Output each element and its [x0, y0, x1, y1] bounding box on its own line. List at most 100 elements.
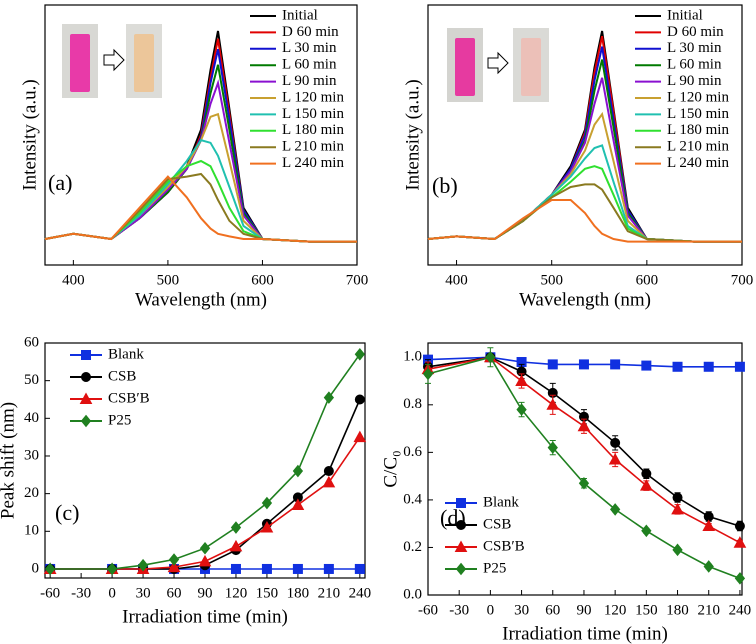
x-tick-label: 0 [108, 585, 116, 601]
marker [323, 391, 335, 404]
marker [322, 475, 336, 488]
x-tick-label: 240 [729, 602, 752, 618]
legend-label: L 90 min [667, 73, 722, 89]
marker [230, 521, 242, 534]
marker [734, 521, 745, 532]
x-tick-label: 120 [604, 602, 627, 618]
marker [610, 359, 621, 370]
marker [641, 468, 652, 479]
x-tick-label: -60 [418, 602, 438, 618]
marker [137, 558, 149, 572]
marker [168, 553, 180, 566]
marker [733, 536, 747, 548]
legend-label: L 60 min [667, 57, 722, 73]
y-axis-label: Peak shift (nm) [0, 402, 18, 519]
series-line [427, 165, 742, 243]
x-axis-label: Irradiation time (min) [502, 623, 668, 644]
marker [546, 398, 560, 410]
series-line [427, 356, 741, 527]
legend-label: L 240 min [282, 155, 344, 171]
plot-frame [44, 4, 358, 266]
legend-label: Initial [282, 7, 318, 23]
plot-frame [427, 342, 743, 596]
series-line [427, 356, 741, 580]
panel-label: (c) [55, 500, 79, 525]
x-axis-label: Wavelength (nm) [519, 289, 651, 310]
marker [292, 464, 304, 478]
marker [291, 498, 305, 510]
marker [610, 503, 621, 516]
marker [198, 554, 212, 567]
y-tick-label: 20 [24, 485, 39, 501]
series-line [44, 175, 357, 243]
legend-label: L 30 min [282, 40, 337, 56]
inset-photo [62, 24, 549, 102]
marker [547, 441, 558, 454]
x-tick-label: 30 [136, 585, 151, 601]
y-axis-label: C/C₀ [380, 450, 401, 487]
marker [106, 562, 118, 576]
marker [167, 560, 181, 573]
y-tick-label: 0.6 [403, 444, 422, 460]
x-tick-label: 600 [251, 272, 274, 288]
x-axis-label: Irradiation time (min) [122, 606, 288, 627]
series-line [50, 436, 361, 570]
panel-label: (a) [48, 170, 72, 195]
marker [354, 348, 365, 361]
y-tick-label: 0.8 [403, 396, 422, 412]
x-tick-label: -30 [71, 585, 91, 601]
legend-marker [455, 562, 467, 576]
marker [354, 563, 365, 574]
marker [641, 360, 652, 371]
marker [703, 560, 714, 573]
marker [260, 520, 274, 533]
legend-marker [81, 372, 91, 382]
legend-label: L 60 min [282, 57, 337, 73]
x-tick-label: -30 [449, 602, 469, 618]
x-tick-label: -60 [40, 585, 60, 601]
legend-label: L 30 min [667, 40, 722, 56]
marker [323, 466, 334, 477]
marker [515, 374, 528, 387]
y-axis-label: Intensity (a.u.) [402, 79, 423, 190]
marker [641, 524, 652, 538]
x-tick-label: 0 [487, 602, 495, 618]
x-tick-label: 150 [256, 585, 279, 601]
marker [547, 359, 558, 370]
x-tick-label: 500 [157, 272, 180, 288]
x-tick-label: 600 [636, 272, 659, 288]
marker [261, 563, 272, 574]
legend-label: L 120 min [282, 89, 344, 105]
marker [578, 359, 589, 370]
marker [485, 350, 496, 364]
legend-label: P25 [108, 412, 131, 428]
y-tick-label: 10 [24, 523, 39, 539]
y-tick-label: 60 [24, 334, 39, 350]
x-tick-label: 500 [540, 272, 563, 288]
legend-label: P25 [483, 560, 506, 576]
legend-label: CSB [483, 516, 511, 532]
x-tick-label: 210 [318, 585, 341, 601]
marker [229, 539, 243, 552]
series-line [427, 356, 741, 544]
series-line [427, 199, 742, 243]
marker [292, 563, 303, 574]
legend-label: L 180 min [282, 122, 344, 138]
series-line [427, 356, 740, 368]
x-tick-label: 180 [287, 585, 310, 601]
legend-label: CSB′B [108, 390, 150, 406]
panel-label: (b) [432, 173, 458, 198]
legend-label: L 180 min [667, 122, 729, 138]
x-tick-label: 30 [514, 602, 529, 618]
x-tick-label: 400 [445, 272, 468, 288]
marker [608, 452, 622, 465]
x-tick-label: 180 [666, 602, 689, 618]
legend-label: Blank [108, 346, 144, 362]
x-tick-label: 210 [697, 602, 720, 618]
x-tick-label: 120 [225, 585, 248, 601]
marker [734, 572, 746, 585]
x-tick-label: 60 [167, 585, 182, 601]
y-tick-label: 40 [24, 410, 39, 426]
marker [672, 361, 683, 372]
